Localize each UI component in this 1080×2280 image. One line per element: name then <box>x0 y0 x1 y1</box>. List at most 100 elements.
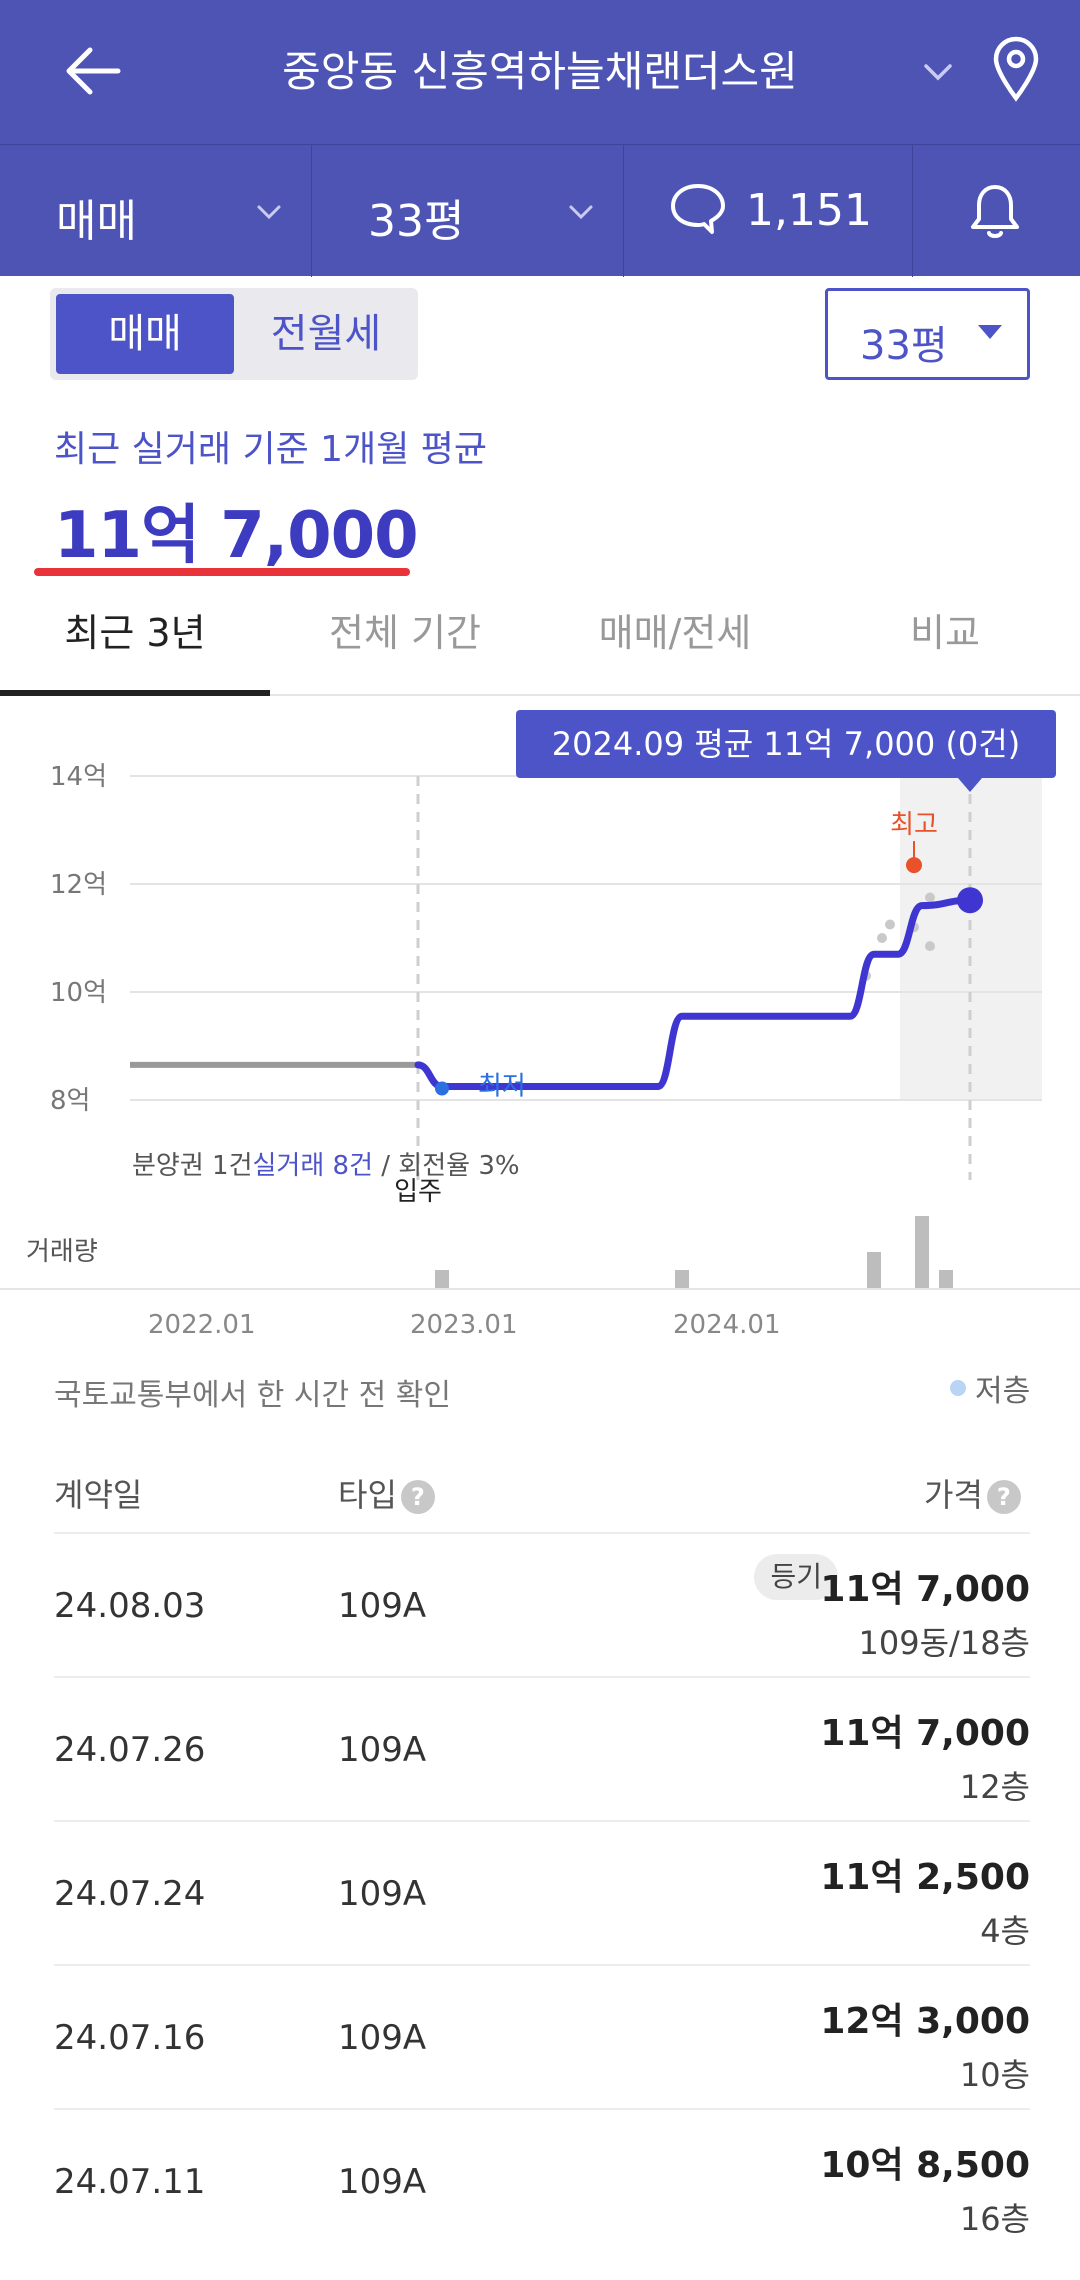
volume-bar <box>867 1252 881 1288</box>
contract-date: 24.07.16 <box>54 2018 206 2058</box>
volume-bar <box>435 1270 449 1288</box>
stats-suffix: / 회전율 3% <box>373 1151 520 1181</box>
back-arrow-icon[interactable] <box>58 36 128 106</box>
average-price: 11억 7,000 <box>54 499 419 573</box>
tab-compare[interactable]: 비교 <box>910 611 980 655</box>
area-dropdown[interactable]: 33평 <box>312 145 624 277</box>
trade-floor: 4층 <box>980 1912 1030 1950</box>
help-icon[interactable]: ? <box>400 1480 435 1514</box>
trade-point <box>925 892 935 903</box>
trade-point <box>885 919 895 930</box>
period-tabs: 최근 3년 전체 기간 매매/전세 비교 <box>0 600 1080 696</box>
trade-stats: 분양권 1건실거래 8건 / 회전율 3% <box>132 1151 520 1181</box>
price-chart-svg: 14억 12억 10억 8억 최저 최고 2024.09 평균 11억 7,000 (… <box>26 710 1056 1288</box>
contract-date: 24.07.26 <box>54 1730 206 1770</box>
volume-bar <box>939 1270 953 1288</box>
y-tick-label: 12억 <box>50 870 107 900</box>
average-caption: 최근 실거래 기준 1개월 평균 <box>54 429 487 470</box>
trade-price: 11억 2,500 <box>820 1857 1030 1898</box>
chevron-down-icon <box>257 205 281 220</box>
y-tick-label: 10억 <box>50 978 107 1008</box>
x-tick-2024: 2024.01 <box>673 1310 781 1340</box>
table-row[interactable]: 24.08.03 109A 등기 11억 7,000 109동/18층 <box>54 1532 1030 1676</box>
comment-count: 1,151 <box>746 185 872 236</box>
stats-prefix: 분양권 1건 <box>132 1151 253 1181</box>
deal-type-dropdown[interactable]: 매매 <box>0 145 312 277</box>
registered-badge: 등기 <box>754 1554 838 1600</box>
trade-price: 10억 8,500 <box>820 2145 1030 2186</box>
high-point <box>906 857 922 874</box>
help-icon[interactable]: ? <box>986 1480 1021 1514</box>
tab-indicator <box>0 690 270 696</box>
trade-floor: 109동/18층 <box>858 1624 1030 1662</box>
filter-bar: 매매 33평 1,151 <box>0 144 1080 277</box>
trade-price: 12억 3,000 <box>820 2001 1030 2042</box>
low-floor-legend-dot <box>950 1380 966 1396</box>
trade-floor: 16층 <box>959 2200 1030 2238</box>
header-type: 타입? <box>338 1470 435 1516</box>
toggle-sale[interactable]: 매매 <box>56 294 234 374</box>
trade-price: 11억 7,000 <box>820 1713 1030 1754</box>
trade-price: 11억 7,000 <box>820 1569 1030 1610</box>
data-source-note: 국토교통부에서 한 시간 전 확인 <box>54 1378 451 1413</box>
price-chart[interactable]: 14억 12억 10억 8억 최저 최고 2024.09 평균 11억 7,000 (… <box>0 700 1080 1290</box>
unit-type: 109A <box>338 2018 427 2058</box>
area-label: 33평 <box>368 196 465 247</box>
toggle-rent[interactable]: 전월세 <box>270 311 382 357</box>
bell-icon <box>971 185 1019 238</box>
volume-bar <box>915 1216 929 1288</box>
header-type-label: 타입 <box>338 1476 397 1514</box>
header-price: 가격? <box>924 1470 1021 1516</box>
app-header: 중앙동 신흥역하늘채랜더스원 <box>0 0 1080 144</box>
tooltip-box <box>516 710 1056 778</box>
trade-floor: 10층 <box>959 2056 1030 2094</box>
table-row[interactable]: 24.07.26 109A 11억 7,000 12층 <box>54 1676 1030 1820</box>
unit-type: 109A <box>338 1874 427 1914</box>
current-point <box>957 887 983 914</box>
chart-baseline <box>0 1288 1080 1290</box>
volume-bar <box>675 1270 689 1288</box>
x-tick-2022: 2022.01 <box>148 1310 256 1340</box>
page-title[interactable]: 중앙동 신흥역하늘채랜더스원 <box>282 47 798 96</box>
trade-point <box>925 941 935 952</box>
low-label: 최저 <box>478 1072 526 1102</box>
table-row[interactable]: 24.07.24 109A 11억 2,500 4층 <box>54 1820 1030 1964</box>
deal-type-label: 매매 <box>56 196 137 247</box>
low-floor-legend-label: 저층 <box>975 1374 1031 1409</box>
area-select-value: 33평 <box>860 323 948 369</box>
volume-label: 거래량 <box>26 1237 98 1267</box>
trade-floor: 12층 <box>959 1768 1030 1806</box>
unit-type: 109A <box>338 2162 427 2202</box>
y-tick-label: 8억 <box>50 1086 90 1116</box>
stats-trades: 실거래 8건 <box>253 1151 374 1181</box>
tab-recent-3-years[interactable]: 최근 3년 <box>64 611 206 655</box>
tab-all-period[interactable]: 전체 기간 <box>329 611 481 655</box>
speech-bubble-icon <box>671 184 725 234</box>
table-row[interactable]: 24.07.11 109A 10억 8,500 16층 <box>54 2108 1030 2252</box>
tooltip-arrow <box>958 778 982 792</box>
contract-date: 24.07.24 <box>54 1874 206 1914</box>
low-point <box>435 1081 449 1096</box>
high-label: 최고 <box>890 810 938 840</box>
tooltip-text: 2024.09 평균 11억 7,000 (0건) <box>552 725 1020 763</box>
table-row[interactable]: 24.07.16 109A 12억 3,000 10층 <box>54 1964 1030 2108</box>
tab-sale-jeonse[interactable]: 매매/전세 <box>598 611 752 655</box>
chart-tooltip: 2024.09 평균 11억 7,000 (0건) <box>516 710 1056 792</box>
comments-button[interactable]: 1,151 <box>624 145 913 277</box>
header-price-label: 가격 <box>924 1476 983 1514</box>
header-contract-date: 계약일 <box>54 1476 143 1514</box>
area-select[interactable]: 33평 <box>825 288 1030 380</box>
notification-button[interactable] <box>913 145 1080 277</box>
contract-date: 24.08.03 <box>54 1586 206 1626</box>
caret-down-icon <box>978 325 1002 339</box>
trade-point <box>877 933 887 943</box>
unit-type: 109A <box>338 1730 427 1770</box>
occupancy-label: 입주 <box>394 1177 442 1207</box>
y-tick-label: 14억 <box>50 762 107 792</box>
highlight-underline <box>34 568 410 576</box>
contract-date: 24.07.11 <box>54 2162 206 2202</box>
x-tick-2023: 2023.01 <box>410 1310 518 1340</box>
location-pin-icon[interactable] <box>990 34 1042 102</box>
chevron-down-icon[interactable] <box>918 52 958 92</box>
unit-type: 109A <box>338 1586 427 1626</box>
